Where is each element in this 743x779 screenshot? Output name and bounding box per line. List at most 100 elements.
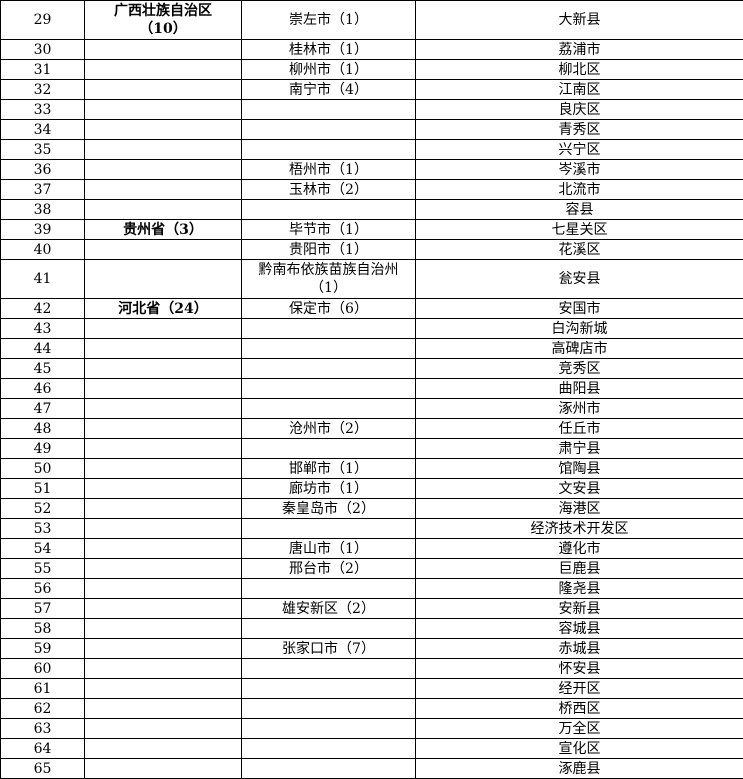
row-number-cell: 51	[0, 478, 85, 499]
county-cell: 赤城县	[415, 638, 743, 659]
province-cell	[84, 199, 242, 220]
city-cell	[241, 438, 416, 459]
province-cell	[84, 558, 242, 579]
city-cell: 雄安新区（2）	[241, 598, 416, 619]
county-cell: 馆陶县	[415, 458, 743, 479]
province-cell	[84, 318, 242, 339]
city-cell: 毕节市（1）	[241, 219, 416, 240]
province-cell	[84, 139, 242, 160]
county-cell: 怀安县	[415, 658, 743, 679]
province-cell	[84, 698, 242, 719]
province-cell	[84, 498, 242, 519]
province-cell	[84, 99, 242, 120]
table-row: 43 白沟新城	[0, 318, 743, 339]
county-cell: 白沟新城	[415, 318, 743, 339]
city-cell	[241, 99, 416, 120]
table-row: 62 桥西区	[0, 698, 743, 719]
county-cell: 荔浦市	[415, 39, 743, 60]
row-number-cell: 57	[0, 598, 85, 619]
table-row: 64 宣化区	[0, 738, 743, 759]
city-cell: 张家口市（7）	[241, 638, 416, 659]
city-cell: 贵阳市（1）	[241, 239, 416, 260]
province-cell	[84, 119, 242, 140]
province-cell	[84, 478, 242, 499]
province-cell	[84, 658, 242, 679]
table-row: 65 涿鹿县	[0, 758, 743, 779]
table-row: 29 广西壮族自治区 （10） 崇左市（1） 大新县	[0, 0, 743, 40]
county-cell: 安新县	[415, 598, 743, 619]
city-cell: 保定市（6）	[241, 298, 416, 319]
city-cell: 邢台市（2）	[241, 558, 416, 579]
county-cell: 瓮安县	[415, 259, 743, 299]
table-row: 41 黔南布依族苗族自治州 （1） 瓮安县	[0, 259, 743, 299]
city-cell	[241, 199, 416, 220]
table-row: 54 唐山市（1） 遵化市	[0, 538, 743, 559]
county-cell: 任丘市	[415, 418, 743, 439]
county-cell: 青秀区	[415, 119, 743, 140]
county-cell: 经济技术开发区	[415, 518, 743, 539]
province-cell	[84, 638, 242, 659]
province-cell	[84, 738, 242, 759]
city-cell	[241, 338, 416, 359]
table-row: 39 贵州省（3） 毕节市（1） 七星关区	[0, 219, 743, 240]
row-number-cell: 59	[0, 638, 85, 659]
table-row: 31 柳州市（1） 柳北区	[0, 59, 743, 80]
province-cell	[84, 358, 242, 379]
row-number-cell: 56	[0, 578, 85, 599]
table-row: 58 容城县	[0, 618, 743, 639]
table-row: 53 经济技术开发区	[0, 518, 743, 539]
province-cell	[84, 179, 242, 200]
table-row: 40 贵阳市（1） 花溪区	[0, 239, 743, 260]
city-cell	[241, 358, 416, 379]
province-cell	[84, 538, 242, 559]
city-cell: 廊坊市（1）	[241, 478, 416, 499]
row-number-cell: 64	[0, 738, 85, 759]
row-number-cell: 40	[0, 239, 85, 260]
table-row: 61 经开区	[0, 678, 743, 699]
county-cell: 万全区	[415, 718, 743, 739]
county-cell: 巨鹿县	[415, 558, 743, 579]
city-cell: 崇左市（1）	[241, 0, 416, 40]
table-row: 48 沧州市（2） 任丘市	[0, 418, 743, 439]
city-cell: 梧州市（1）	[241, 159, 416, 180]
province-cell	[84, 598, 242, 619]
city-cell	[241, 618, 416, 639]
city-cell: 秦皇岛市（2）	[241, 498, 416, 519]
province-cell: 河北省（24）	[84, 298, 242, 319]
row-number-cell: 65	[0, 758, 85, 779]
row-number-cell: 38	[0, 199, 85, 220]
row-number-cell: 50	[0, 458, 85, 479]
row-number-cell: 55	[0, 558, 85, 579]
row-number-cell: 37	[0, 179, 85, 200]
table-row: 52 秦皇岛市（2） 海港区	[0, 498, 743, 519]
table-row: 57 雄安新区（2） 安新县	[0, 598, 743, 619]
city-cell	[241, 139, 416, 160]
city-cell: 玉林市（2）	[241, 179, 416, 200]
row-number-cell: 32	[0, 79, 85, 100]
city-cell: 邯郸市（1）	[241, 458, 416, 479]
city-cell	[241, 738, 416, 759]
county-cell: 高碑店市	[415, 338, 743, 359]
row-number-cell: 41	[0, 259, 85, 299]
province-cell	[84, 678, 242, 699]
county-cell: 宣化区	[415, 738, 743, 759]
city-cell	[241, 698, 416, 719]
table-row: 50 邯郸市（1） 馆陶县	[0, 458, 743, 479]
table-row: 38 容县	[0, 199, 743, 220]
county-cell: 隆尧县	[415, 578, 743, 599]
city-cell	[241, 398, 416, 419]
county-cell: 涿鹿县	[415, 758, 743, 779]
province-cell	[84, 338, 242, 359]
row-number-cell: 36	[0, 159, 85, 180]
table-row: 60 怀安县	[0, 658, 743, 679]
table-row: 35 兴宁区	[0, 139, 743, 160]
row-number-cell: 31	[0, 59, 85, 80]
county-cell: 良庆区	[415, 99, 743, 120]
row-number-cell: 48	[0, 418, 85, 439]
province-cell	[84, 618, 242, 639]
row-number-cell: 34	[0, 119, 85, 140]
province-line: （10）	[139, 21, 187, 37]
city-cell: 桂林市（1）	[241, 39, 416, 60]
province-line: 广西壮族自治区	[114, 3, 212, 19]
